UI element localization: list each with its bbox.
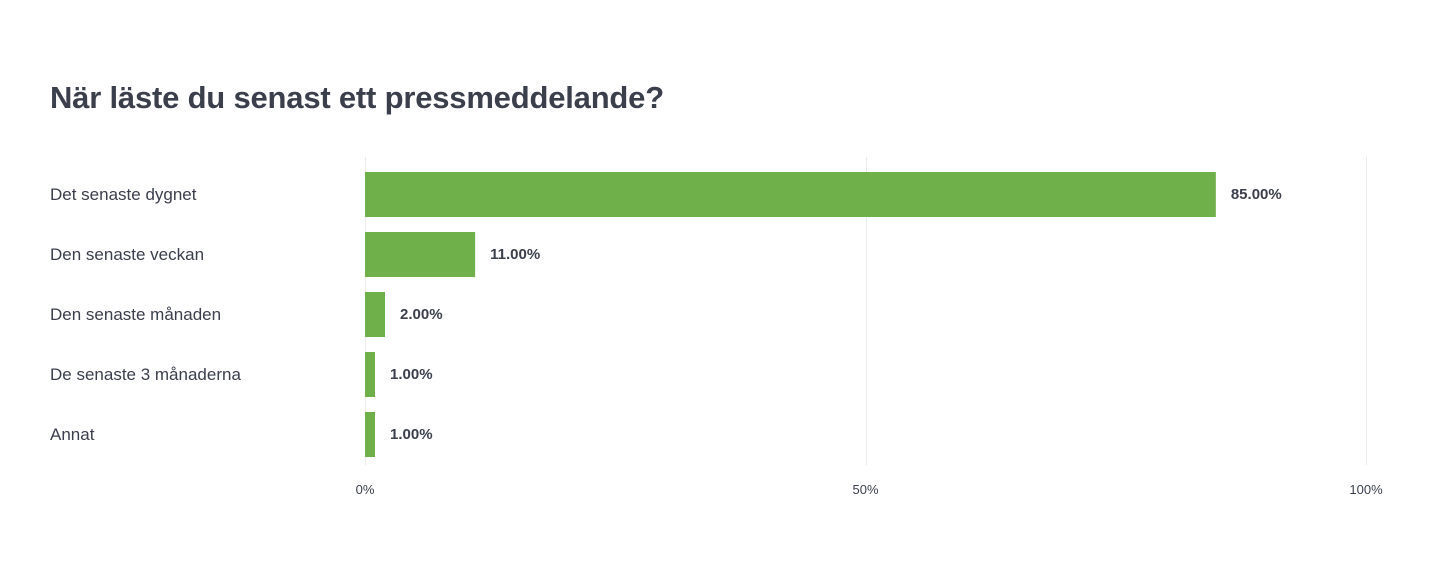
chart-title: När läste du senast ett pressmeddelande? bbox=[50, 80, 664, 115]
bar bbox=[365, 292, 386, 337]
value-label: 2.00% bbox=[400, 306, 443, 323]
category-label: De senaste 3 månaderna bbox=[50, 365, 241, 384]
x-tick-label: 50% bbox=[852, 482, 878, 497]
value-label: 1.00% bbox=[390, 426, 433, 443]
value-label: 11.00% bbox=[490, 246, 540, 263]
category-label: Annat bbox=[50, 425, 95, 444]
bar bbox=[365, 352, 376, 397]
value-label: 1.00% bbox=[390, 366, 433, 383]
category-label: Det senaste dygnet bbox=[50, 185, 197, 204]
x-tick-label: 0% bbox=[356, 482, 375, 497]
bar bbox=[365, 412, 376, 457]
category-label: Den senaste veckan bbox=[50, 245, 204, 264]
category-label: Den senaste månaden bbox=[50, 305, 221, 324]
x-tick-label: 100% bbox=[1349, 482, 1383, 497]
value-label: 85.00% bbox=[1231, 186, 1282, 203]
bar bbox=[365, 172, 1216, 217]
bar bbox=[365, 232, 476, 277]
